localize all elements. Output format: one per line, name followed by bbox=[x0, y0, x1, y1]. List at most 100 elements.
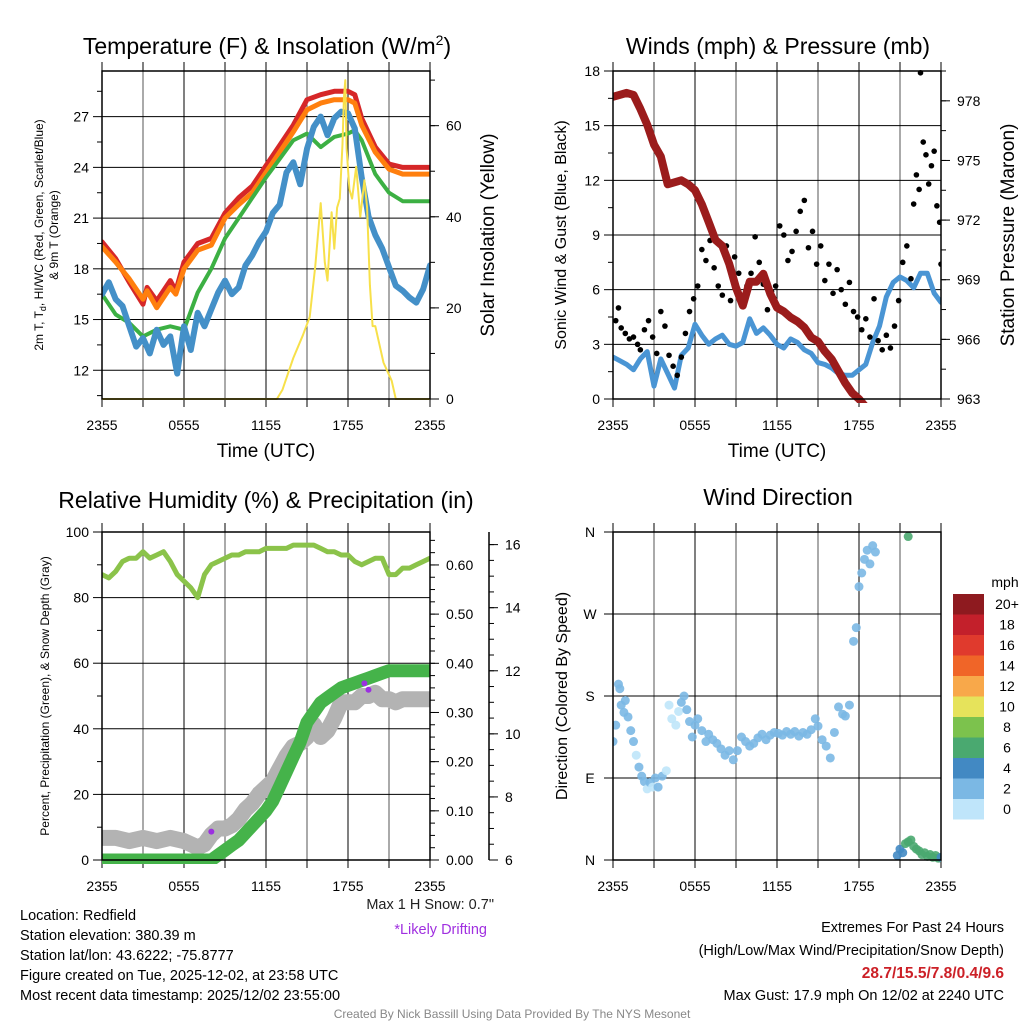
direction-point bbox=[840, 711, 850, 721]
series-gust-point bbox=[895, 297, 902, 304]
series-gust-point bbox=[756, 259, 763, 266]
legend-swatch bbox=[953, 614, 984, 635]
elevation-label: Station elevation: 380.39 m bbox=[20, 928, 196, 944]
direction-point bbox=[671, 720, 681, 730]
series-gust-point bbox=[887, 345, 894, 351]
extremes-title: Extremes For Past 24 Hours bbox=[821, 920, 1004, 936]
series-gust-point bbox=[719, 292, 726, 298]
y-tick-label: 6 bbox=[592, 282, 600, 298]
series-gust-point bbox=[879, 347, 886, 353]
series-gust-point bbox=[682, 330, 689, 337]
plot-area bbox=[102, 79, 430, 400]
y-tick-label: 27 bbox=[73, 109, 89, 125]
x-axis-label: Time (UTC) bbox=[728, 441, 827, 462]
series-gust-point bbox=[916, 186, 922, 193]
y3-tick-label: 12 bbox=[505, 663, 521, 679]
direction-point bbox=[631, 750, 641, 760]
series-gust-point bbox=[752, 234, 758, 240]
y-tick-label: 24 bbox=[73, 159, 89, 175]
y2-tick-label: 0.30 bbox=[446, 704, 473, 720]
series-gust-point bbox=[618, 325, 624, 331]
series-9m-t-line bbox=[102, 97, 430, 311]
y-tick-label: 60 bbox=[73, 655, 89, 671]
y2-tick-label: 0.00 bbox=[446, 852, 473, 868]
direction-point bbox=[898, 848, 908, 858]
series-gust-point bbox=[904, 243, 910, 249]
y-tick-label: 9 bbox=[592, 227, 600, 243]
series-drifting-point bbox=[208, 828, 215, 835]
series-hi-wc-line bbox=[102, 108, 430, 377]
series-gust-point bbox=[838, 286, 845, 293]
series-gust-point bbox=[686, 308, 693, 315]
series-gust-point bbox=[910, 201, 917, 207]
direction-point bbox=[825, 753, 835, 763]
series-gust-point bbox=[649, 334, 656, 340]
y-tick-label: 0 bbox=[81, 852, 89, 868]
series-gust-point bbox=[653, 350, 660, 357]
series-gust-point bbox=[801, 197, 808, 204]
y-axis-label: 2m T, Td, HI/WC (Red, Green, Scarlet/Blu… bbox=[32, 119, 48, 350]
series-gust-point bbox=[858, 326, 865, 333]
series-gust-point bbox=[641, 326, 648, 333]
x-tick-label: 2355 bbox=[86, 878, 117, 894]
direction-point bbox=[697, 726, 707, 736]
direction-point bbox=[834, 702, 843, 712]
series-gust-point bbox=[931, 148, 937, 154]
legend-label: 10 bbox=[999, 699, 1015, 715]
chart-humidity: Relative Humidity (%) & Precipitation (i… bbox=[38, 487, 521, 894]
series-gust-point bbox=[925, 181, 932, 187]
series-gust-point bbox=[727, 297, 734, 304]
chart-winds: Winds (mph) & Pressure (mb) 2355 0555 1155 1… bbox=[553, 33, 1019, 462]
x-tick-label: 1155 bbox=[251, 417, 281, 433]
y2-tick-label: 0 bbox=[446, 391, 454, 407]
series-drifting-point bbox=[365, 686, 372, 693]
series-gust-point bbox=[830, 290, 836, 297]
direction-point bbox=[623, 712, 633, 722]
x-tick-label: 2355 bbox=[86, 417, 117, 433]
legend-label: 6 bbox=[1003, 740, 1011, 756]
series-gust-point bbox=[883, 332, 890, 339]
plot-area bbox=[613, 532, 941, 863]
direction-point bbox=[813, 721, 823, 731]
y-tick-label: 18 bbox=[584, 63, 600, 79]
y-tick-label: S bbox=[585, 688, 594, 704]
direction-point bbox=[732, 746, 742, 756]
y-tick-label: 15 bbox=[73, 312, 89, 328]
series-gust-point bbox=[645, 317, 652, 324]
y-tick-label: 100 bbox=[66, 524, 90, 540]
series-gust-point bbox=[670, 363, 676, 370]
series-rh-line bbox=[102, 542, 430, 601]
y-tick-label: 15 bbox=[584, 118, 600, 134]
direction-point bbox=[613, 720, 621, 730]
x-tick-label: 0555 bbox=[168, 417, 199, 433]
direction-point bbox=[626, 726, 636, 736]
y2-tick-label: 0.20 bbox=[446, 754, 473, 770]
direction-point bbox=[629, 737, 638, 747]
y2-axis-label: Station Pressure (Maroon) bbox=[998, 124, 1019, 347]
direction-point bbox=[693, 714, 703, 724]
legend-swatch bbox=[953, 778, 984, 799]
direction-point bbox=[844, 700, 854, 710]
legend-label: 14 bbox=[999, 658, 1015, 674]
chart-title: Winds (mph) & Pressure (mb) bbox=[626, 33, 930, 59]
y3-tick-label: 8 bbox=[505, 789, 513, 805]
x-tick-label: 0555 bbox=[679, 417, 710, 433]
series-gust-point bbox=[805, 244, 812, 251]
latlon-label: Station lat/lon: 43.6222; -75.8777 bbox=[20, 948, 234, 964]
series-gust-point bbox=[923, 152, 929, 158]
x-axis-label: Time (UTC) bbox=[217, 441, 316, 462]
series-2m-t-line bbox=[102, 88, 430, 307]
direction-point bbox=[620, 696, 630, 706]
series-gust-point bbox=[630, 334, 637, 340]
x-tick-label: 1155 bbox=[251, 878, 281, 894]
y2-tick-label: 0.60 bbox=[446, 557, 473, 573]
series-gust-point bbox=[735, 270, 742, 277]
series-gust-point bbox=[622, 330, 629, 337]
series-gust-point bbox=[694, 283, 701, 289]
y-tick-label: E bbox=[585, 770, 594, 786]
legend-title: mph bbox=[991, 574, 1018, 590]
series-gust-point bbox=[715, 283, 722, 289]
series-sonic-wind-line bbox=[613, 270, 941, 391]
legend-swatch bbox=[953, 717, 984, 738]
